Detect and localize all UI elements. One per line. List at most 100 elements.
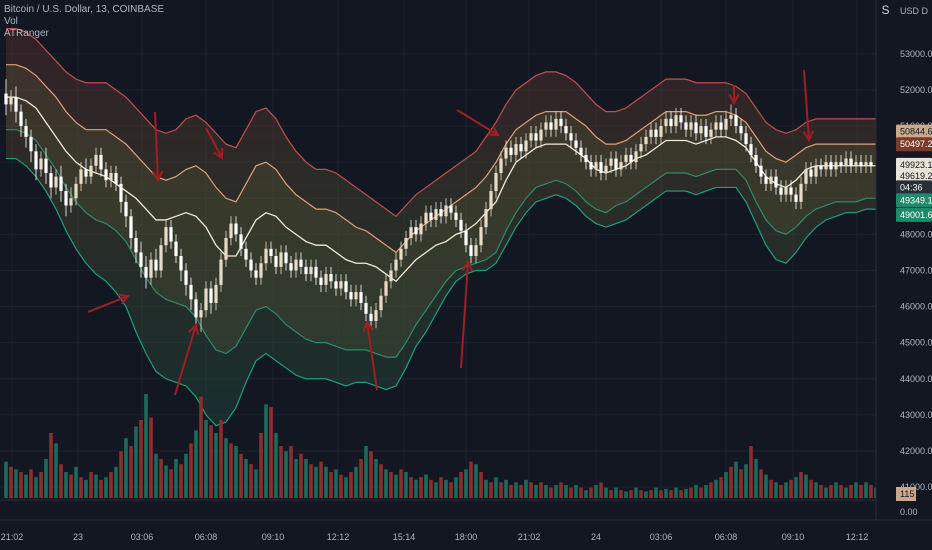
candle-body	[79, 169, 83, 184]
candle	[39, 151, 43, 177]
candle	[309, 259, 313, 282]
volume-indicator-label[interactable]: Vol	[4, 16, 18, 27]
candle-body	[234, 223, 238, 235]
volume-bar	[234, 446, 238, 498]
price-tick-label: 48000.00	[900, 229, 932, 239]
volume-bar	[644, 491, 648, 498]
candle	[449, 198, 453, 220]
candle-body	[19, 111, 23, 127]
price-tick-label: 45000.00	[900, 338, 932, 348]
volume-bar	[489, 482, 493, 498]
candle-body	[524, 140, 528, 152]
candle-body	[649, 129, 653, 137]
volume-bar	[494, 477, 498, 498]
candle-body	[584, 154, 588, 163]
symbol-title[interactable]: Bitcoin / U.S. Dollar, 13, COINBASE	[4, 4, 165, 15]
candle-body	[774, 176, 778, 188]
candle	[854, 154, 858, 173]
candle	[534, 126, 538, 148]
arrow-shaft	[803, 69, 810, 141]
candle	[84, 158, 88, 184]
candle-body	[64, 191, 68, 206]
chart-legend: Bitcoin / U.S. Dollar, 13, COINBASE Vol …	[4, 4, 164, 40]
volume-bar	[834, 482, 838, 498]
candle-body	[729, 115, 733, 119]
price-label-text: 50497.27	[900, 139, 932, 149]
candle	[169, 219, 173, 249]
candle-body	[419, 223, 423, 235]
candle	[439, 201, 443, 224]
volume-bar	[484, 479, 488, 498]
candle-body	[519, 144, 523, 152]
volume-bar	[59, 464, 63, 498]
volume-bar	[859, 485, 863, 498]
candle-body	[59, 176, 63, 192]
candle-body	[769, 176, 773, 184]
candle-body	[374, 310, 378, 321]
volume-bar	[144, 394, 148, 498]
volume-bar	[694, 485, 698, 498]
volume-bar	[29, 469, 33, 498]
candle-body	[764, 176, 768, 184]
currency-label[interactable]: S USD D	[881, 3, 928, 17]
candle-body	[849, 158, 853, 166]
candle-body	[699, 126, 703, 134]
candle	[279, 245, 283, 275]
volume-bar	[219, 420, 223, 498]
candle	[699, 118, 703, 141]
candle-body	[264, 248, 268, 264]
candle	[64, 183, 68, 217]
candle	[359, 284, 363, 311]
scale-indicator[interactable]: S	[881, 3, 890, 17]
candle	[619, 154, 623, 177]
candle-body	[589, 162, 593, 170]
candle-body	[859, 162, 863, 166]
candle-body	[179, 256, 183, 271]
candle-body	[224, 237, 228, 260]
candle	[219, 252, 223, 293]
volume-bar	[439, 477, 443, 498]
price-label-box	[896, 207, 932, 222]
candle-body	[389, 270, 393, 282]
volume-bar	[444, 479, 448, 498]
candle-body	[499, 158, 503, 173]
candle	[729, 104, 733, 127]
candle-body	[89, 165, 93, 177]
volume-bar	[754, 459, 758, 498]
candle	[424, 205, 428, 231]
atranger-indicator-label[interactable]: ATRanger	[4, 28, 49, 39]
candle	[629, 147, 633, 170]
volume-bar	[554, 485, 558, 498]
candle	[454, 205, 458, 228]
candle	[134, 230, 138, 264]
candle-body	[549, 122, 553, 130]
candle-body	[239, 234, 243, 249]
candle-body	[279, 252, 283, 267]
series-line-lower-outer	[6, 157, 876, 427]
candle	[504, 140, 508, 166]
candle-body	[474, 245, 478, 257]
candle	[769, 169, 773, 192]
volume-bar	[749, 446, 753, 498]
candle-body	[334, 281, 338, 289]
arrow-head	[461, 259, 474, 272]
candle-body	[599, 162, 603, 173]
candle-body	[424, 212, 428, 224]
time-tick-label: 12:12	[846, 532, 869, 542]
candle	[849, 151, 853, 173]
volume-bar	[194, 430, 198, 498]
candle	[819, 158, 823, 177]
candle	[19, 104, 23, 137]
volume-bar	[159, 459, 163, 498]
volume-bar	[84, 479, 88, 498]
price-tick-label: 52000.00	[900, 85, 932, 95]
candle-body	[664, 118, 668, 127]
candle-body	[399, 248, 403, 260]
volume-bar	[244, 459, 248, 498]
annotation-arrow	[174, 323, 200, 396]
arrow-head	[487, 125, 500, 137]
volume-bar	[129, 446, 133, 498]
candle-body	[149, 259, 153, 278]
candle-body	[644, 136, 648, 145]
